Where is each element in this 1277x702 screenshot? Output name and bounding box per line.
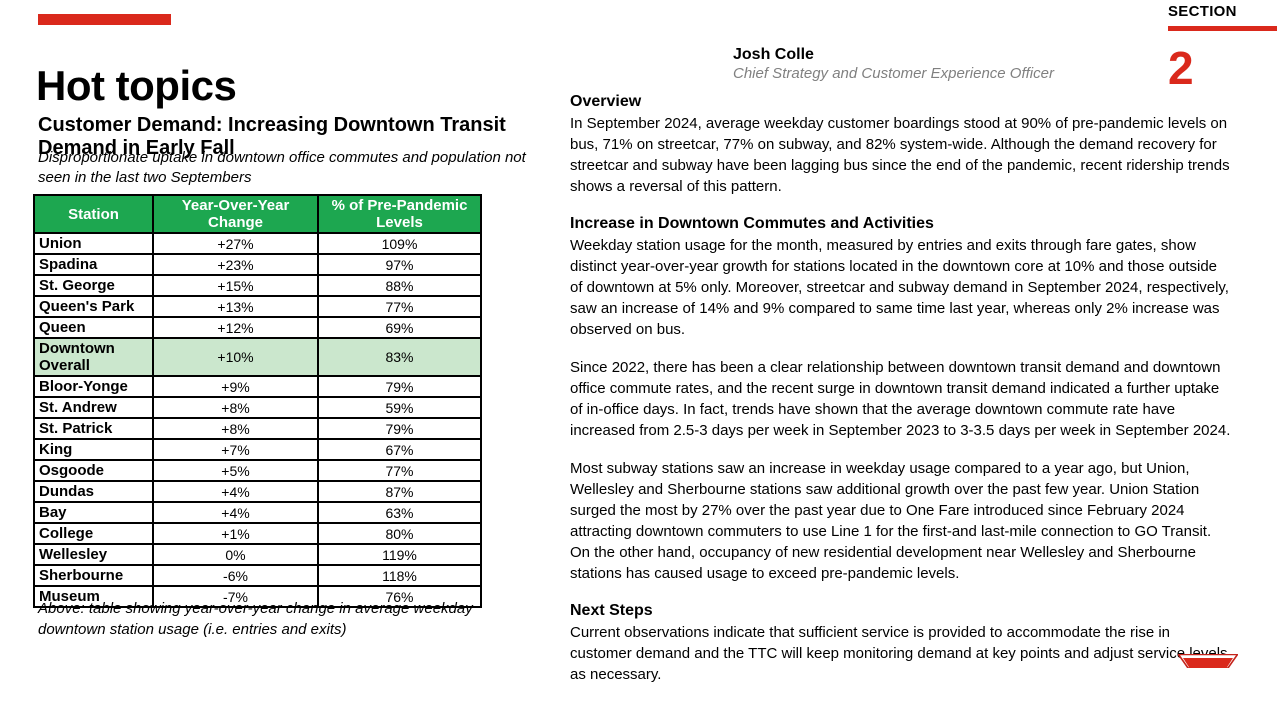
station-cell: Osgoode: [33, 459, 154, 482]
station-cell: St. George: [33, 274, 154, 297]
prepandemic-cell: 119%: [317, 543, 482, 566]
station-cell: Spadina: [33, 253, 154, 276]
heading-next-steps: Next Steps: [570, 602, 653, 619]
author-block: Josh Colle Chief Strategy and Customer E…: [733, 46, 1232, 83]
station-cell: Queen: [33, 316, 154, 339]
station-cell: Bay: [33, 501, 154, 524]
prepandemic-cell: 63%: [317, 501, 482, 524]
prepandemic-cell: 77%: [317, 295, 482, 318]
page-title: Hot topics: [36, 62, 237, 110]
yoy-cell: +8%: [152, 417, 319, 440]
prepandemic-cell: 77%: [317, 459, 482, 482]
yoy-cell: +15%: [152, 274, 319, 297]
prepandemic-cell: 97%: [317, 253, 482, 276]
station-cell: Museum: [33, 585, 154, 608]
yoy-cell: +27%: [152, 232, 319, 255]
prepandemic-cell: 69%: [317, 316, 482, 339]
yoy-cell: +7%: [152, 438, 319, 461]
station-usage-table: Station Year-Over-Year Change % of Pre-P…: [33, 194, 482, 608]
paragraph: Most subway stations saw an increase in …: [570, 460, 1212, 582]
yoy-cell: +4%: [152, 480, 319, 503]
table-row-downtown-overall: Downtown Overall +10% 83%: [33, 337, 482, 377]
yoy-cell: +10%: [152, 337, 319, 377]
table-row: Dundas +4% 87%: [33, 480, 482, 503]
station-cell: King: [33, 438, 154, 461]
table-row: Bay +4% 63%: [33, 501, 482, 524]
prepandemic-cell: 83%: [317, 337, 482, 377]
paragraph: Current observations indicate that suffi…: [570, 624, 1228, 683]
col-header-prepandemic: % of Pre-Pandemic Levels: [317, 194, 482, 234]
author-name: Josh Colle: [733, 46, 814, 63]
table-row: Spadina +23% 97%: [33, 253, 482, 276]
prepandemic-cell: 59%: [317, 396, 482, 419]
prepandemic-cell: 109%: [317, 232, 482, 255]
yoy-cell: +13%: [152, 295, 319, 318]
prepandemic-cell: 80%: [317, 522, 482, 545]
table-row: Union +27% 109%: [33, 232, 482, 255]
yoy-cell: +23%: [152, 253, 319, 276]
narrative-sections: Overview In September 2024, average week…: [570, 92, 1232, 685]
col-header-station: Station: [33, 194, 154, 234]
title-accent-bar: [38, 14, 171, 25]
prepandemic-cell: 87%: [317, 480, 482, 503]
paragraph: Since 2022, there has been a clear relat…: [570, 359, 1231, 439]
topic-title: Customer Demand: Increasing Downtown Tra…: [38, 113, 506, 159]
station-cell: Downtown Overall: [33, 337, 154, 377]
narrative-column: Josh Colle Chief Strategy and Customer E…: [570, 0, 1232, 702]
yoy-cell: +12%: [152, 316, 319, 339]
prepandemic-cell: 118%: [317, 564, 482, 587]
table-row: Wellesley 0% 119%: [33, 543, 482, 566]
table-row: St. Patrick +8% 79%: [33, 417, 482, 440]
station-cell: Dundas: [33, 480, 154, 503]
table-header-row: Station Year-Over-Year Change % of Pre-P…: [33, 194, 482, 234]
author-role: Chief Strategy and Customer Experience O…: [733, 65, 1054, 82]
table-row: King +7% 67%: [33, 438, 482, 461]
station-cell: College: [33, 522, 154, 545]
station-cell: St. Patrick: [33, 417, 154, 440]
section-number: 2: [1168, 42, 1194, 94]
yoy-cell: +8%: [152, 396, 319, 419]
station-cell: St. Andrew: [33, 396, 154, 419]
col-header-yoy-change: Year-Over-Year Change: [152, 194, 319, 234]
station-cell: Queen's Park: [33, 295, 154, 318]
table-row: Queen +12% 69%: [33, 316, 482, 339]
yoy-cell: +4%: [152, 501, 319, 524]
prepandemic-cell: 67%: [317, 438, 482, 461]
paragraph: Weekday station usage for the month, mea…: [570, 237, 1229, 338]
yoy-cell: +9%: [152, 375, 319, 398]
yoy-cell: +1%: [152, 522, 319, 545]
section-badge: SECTION 2: [1168, 3, 1277, 91]
paragraph: In September 2024, average weekday custo…: [570, 115, 1230, 195]
section-label: SECTION: [1168, 3, 1237, 20]
prepandemic-cell: 76%: [317, 585, 482, 608]
table-row: Museum -7% 76%: [33, 585, 482, 608]
yoy-cell: +5%: [152, 459, 319, 482]
station-cell: Bloor-Yonge: [33, 375, 154, 398]
table-row: Queen's Park +13% 77%: [33, 295, 482, 318]
topic-subtitle: Disproportionate uptake in downtown offi…: [38, 149, 526, 186]
prepandemic-cell: 79%: [317, 375, 482, 398]
prepandemic-cell: 79%: [317, 417, 482, 440]
table-row: St. Andrew +8% 59%: [33, 396, 482, 419]
table-row: Osgoode +5% 77%: [33, 459, 482, 482]
heading-overview: Overview: [570, 93, 642, 110]
prepandemic-cell: 88%: [317, 274, 482, 297]
yoy-cell: -7%: [152, 585, 319, 608]
section-rule: [1168, 26, 1277, 31]
station-cell: Union: [33, 232, 154, 255]
table-row: College +1% 80%: [33, 522, 482, 545]
table-row: Bloor-Yonge +9% 79%: [33, 375, 482, 398]
station-cell: Wellesley: [33, 543, 154, 566]
yoy-cell: -6%: [152, 564, 319, 587]
heading-downtown-commutes: Increase in Downtown Commutes and Activi…: [570, 215, 934, 232]
yoy-cell: 0%: [152, 543, 319, 566]
station-cell: Sherbourne: [33, 564, 154, 587]
table-row: Sherbourne -6% 118%: [33, 564, 482, 587]
table-row: St. George +15% 88%: [33, 274, 482, 297]
ttc-logo-icon: [1176, 653, 1240, 669]
table-caption: Above: table showing year-over-year chan…: [38, 600, 473, 638]
